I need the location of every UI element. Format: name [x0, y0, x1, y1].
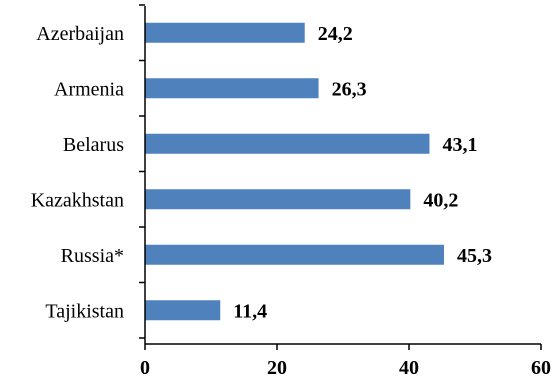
value-label-russia: 45,3 — [457, 245, 492, 267]
value-label-tajikistan: 11,4 — [233, 300, 267, 322]
x-tick-label-0: 0 — [140, 357, 150, 379]
bars-layer — [145, 22, 444, 321]
category-label-kazakhstan: Kazakhstan — [31, 189, 124, 211]
category-label-tajikistan: Tajikistan — [45, 300, 124, 322]
bar-belarus — [145, 133, 430, 154]
bar-kazakhstan — [145, 189, 411, 210]
axes-layer — [139, 4, 542, 350]
bar-russia — [145, 244, 444, 265]
bar-azerbaijan — [145, 22, 305, 43]
value-label-armenia: 26,3 — [332, 78, 367, 100]
category-label-belarus: Belarus — [63, 134, 124, 156]
value-label-azerbaijan: 24,2 — [318, 23, 353, 45]
x-tick-label-40: 40 — [399, 357, 419, 379]
category-label-armenia: Armenia — [54, 78, 124, 100]
category-label-russia: Russia* — [61, 245, 124, 267]
labels-layer: Azerbaijan 24,2 Armenia 26,3 Belarus 43,1 Kaza… — [31, 23, 551, 379]
x-tick-label-60: 60 — [531, 357, 551, 379]
value-label-belarus: 43,1 — [442, 134, 477, 156]
value-label-kazakhstan: 40,2 — [423, 189, 458, 211]
x-tick-label-20: 20 — [267, 357, 287, 379]
category-label-azerbaijan: Azerbaijan — [36, 23, 124, 45]
bar-armenia — [145, 78, 319, 99]
bar-tajikistan — [145, 300, 221, 321]
